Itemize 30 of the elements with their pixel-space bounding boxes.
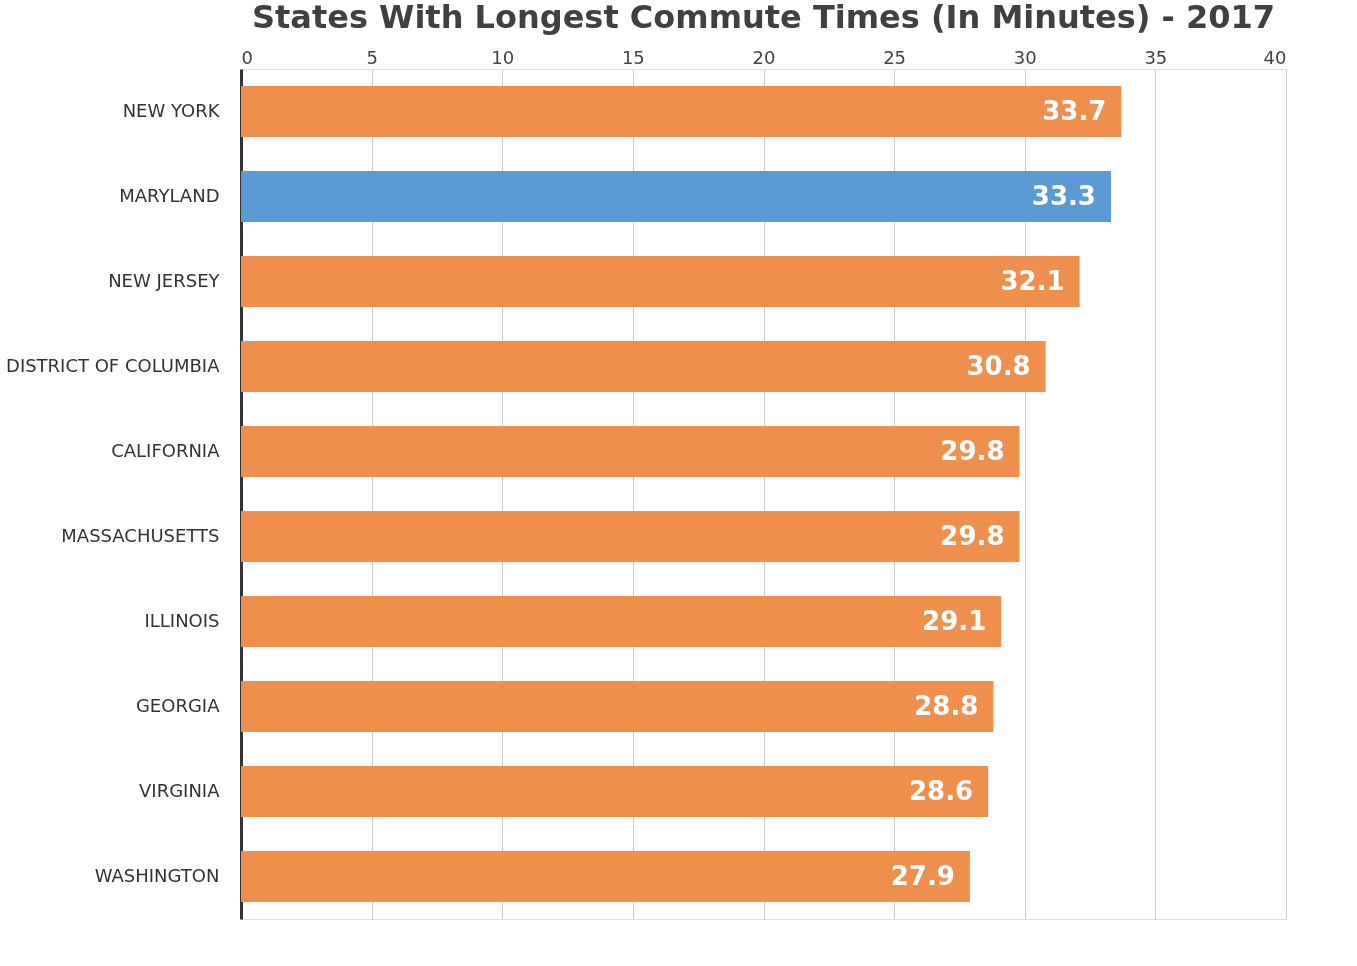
- chart-title: States With Longest Commute Times (In Minutes) - 2017: [251, 0, 1276, 36]
- x-tick-label: 5: [366, 46, 378, 68]
- y-tick-label: NEW YORK: [122, 99, 221, 121]
- y-tick-label: ILLINOIS: [144, 609, 220, 631]
- x-tick-label: 25: [883, 46, 907, 68]
- y-tick-label: GEORGIA: [135, 694, 221, 716]
- data-label: 29.1: [922, 605, 987, 636]
- data-label: 29.8: [940, 520, 1005, 551]
- x-tick-label: 15: [621, 46, 645, 68]
- y-tick-label: MASSACHUSETTS: [61, 524, 220, 546]
- data-label: 32.1: [1000, 265, 1065, 296]
- x-tick-label: 0: [241, 46, 253, 68]
- data-label: 28.6: [909, 775, 974, 806]
- y-tick-label: DISTRICT OF COLUMBIA: [6, 354, 221, 376]
- data-label: 28.8: [914, 690, 979, 721]
- y-tick-label: VIRGINIA: [139, 779, 221, 801]
- y-tick-label: MARYLAND: [119, 184, 220, 206]
- x-tick-label: 20: [752, 46, 776, 68]
- y-tick-label: CALIFORNIA: [111, 439, 221, 461]
- y-tick-label: NEW JERSEY: [108, 269, 221, 291]
- x-tick-label: 40: [1263, 46, 1287, 68]
- data-label: 29.8: [940, 435, 1005, 466]
- data-label: 27.9: [890, 860, 955, 891]
- data-label: 33.7: [1042, 95, 1107, 126]
- x-tick-label: 30: [1013, 46, 1037, 68]
- data-label: 33.3: [1031, 180, 1096, 211]
- y-tick-label: WASHINGTON: [94, 864, 220, 886]
- x-tick-label: 35: [1144, 46, 1168, 68]
- data-label: 30.8: [966, 350, 1031, 381]
- x-tick-label: 10: [491, 46, 515, 68]
